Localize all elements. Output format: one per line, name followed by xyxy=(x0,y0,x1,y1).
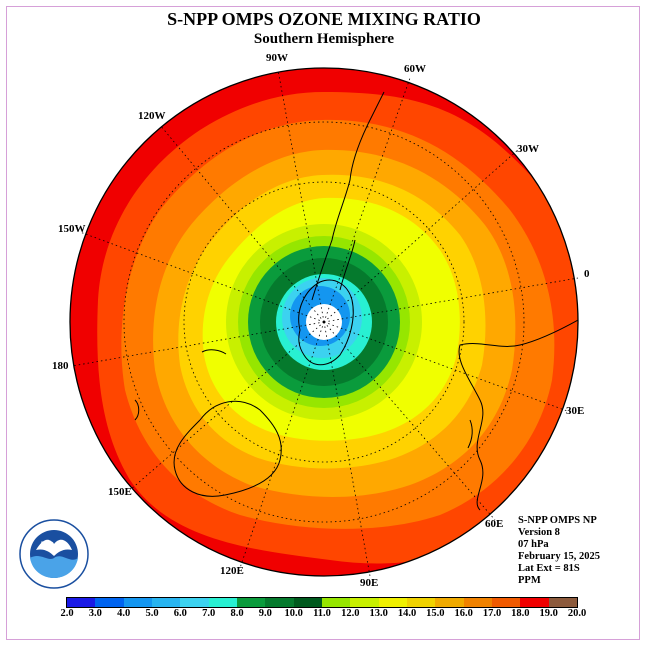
lon-label-150w: 150W xyxy=(58,223,86,235)
colorbar-segment xyxy=(350,598,379,607)
graticule xyxy=(71,69,579,577)
colorbar-segment xyxy=(321,598,351,607)
colorbar-tick-label: 15.0 xyxy=(426,608,445,619)
colorbar-segment xyxy=(435,598,464,607)
lon-label-90e: 90E xyxy=(360,577,379,589)
colorbar-tick-label: 3.0 xyxy=(88,608,102,619)
lon-label-0: 0 xyxy=(584,268,590,280)
colorbar-tick-label: 18.0 xyxy=(511,608,530,619)
colorbar-segment xyxy=(180,598,209,607)
lon-label-150e: 150E xyxy=(108,486,132,498)
colorbar-tick-label: 6.0 xyxy=(173,608,187,619)
info-units: PPM xyxy=(518,575,541,586)
colorbar-tick-label: 19.0 xyxy=(539,608,558,619)
map-subtitle: Southern Hemisphere xyxy=(253,31,395,47)
colorbar-segment xyxy=(491,598,521,607)
colorbar-tick-label: 7.0 xyxy=(202,608,216,619)
noaa-logo: NOAA xyxy=(19,519,89,589)
lon-label-180: 180 xyxy=(52,360,69,372)
colorbar-segment xyxy=(293,598,322,607)
colorbar xyxy=(66,597,578,608)
colorbar-tick-label: 5.0 xyxy=(145,608,159,619)
colorbar-segment xyxy=(95,598,124,607)
colorbar-tick-label: 8.0 xyxy=(230,608,244,619)
info-version: Version 8 xyxy=(518,527,560,538)
lon-label-60w: 60W xyxy=(404,63,426,75)
colorbar-ticks: 2.0 3.0 4.0 5.0 6.0 7.0 8.0 9.0 10.0 11.0 12.0 13.0… xyxy=(0,608,648,622)
lon-label-120w: 120W xyxy=(138,110,166,122)
info-date: February 15, 2025 xyxy=(518,551,600,562)
colorbar-segment xyxy=(236,598,266,607)
colorbar-tick-label: 9.0 xyxy=(258,608,272,619)
colorbar-tick-label: 17.0 xyxy=(482,608,502,619)
colorbar-tick-label: 2.0 xyxy=(60,608,74,619)
lon-label-30w: 30W xyxy=(517,143,539,155)
info-pressure: 07 hPa xyxy=(518,539,549,550)
colorbar-tick-label: 4.0 xyxy=(117,608,131,619)
map-frame xyxy=(6,6,640,640)
lon-label-120e: 120E xyxy=(220,565,244,577)
colorbar-tick-label: 16.0 xyxy=(454,608,473,619)
colorbar-segment xyxy=(378,598,407,607)
noaa-logo-text: NOAA xyxy=(41,540,68,550)
colorbar-tick-label: 13.0 xyxy=(369,608,388,619)
colorbar-tick-label: 11.0 xyxy=(313,608,331,619)
map-border xyxy=(69,67,579,577)
colorbar-tick-label: 14.0 xyxy=(397,608,417,619)
colorbar-segment xyxy=(123,598,152,607)
colorbar-tick-label: 20.0 xyxy=(567,608,587,619)
map-title: S-NPP OMPS OZONE MIXING RATIO xyxy=(167,9,481,29)
lon-label-90w: 90W xyxy=(266,52,288,64)
colorbar-segment xyxy=(265,598,294,607)
lon-label-30e: 30E xyxy=(566,405,585,417)
lon-label-60e: 60E xyxy=(485,518,504,530)
colorbar-segment xyxy=(151,598,181,607)
info-instrument: S-NPP OMPS NP xyxy=(518,515,597,526)
info-lat-extent: Lat Ext = 81S xyxy=(518,563,580,574)
coastlines xyxy=(134,91,578,511)
colorbar-segment xyxy=(406,598,436,607)
colorbar-segment xyxy=(67,598,96,607)
colorbar-tick-label: 12.0 xyxy=(341,608,360,619)
colorbar-segment xyxy=(520,598,549,607)
colorbar-segment xyxy=(208,598,237,607)
info-block: S-NPP OMPS NP Version 8 07 hPa February … xyxy=(518,515,600,587)
colorbar-segment xyxy=(548,598,577,607)
colorbar-segment xyxy=(463,598,492,607)
colorbar-tick-label: 10.0 xyxy=(284,608,303,619)
